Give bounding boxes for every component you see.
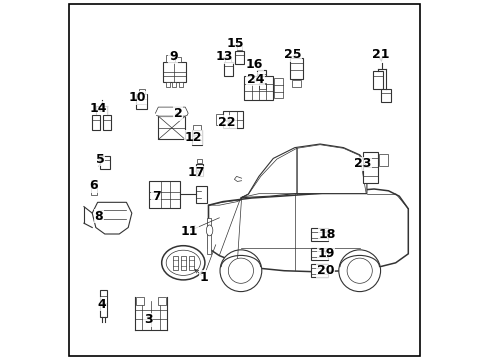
Text: 21: 21 xyxy=(371,48,388,61)
Bar xyxy=(92,115,100,130)
Bar xyxy=(225,57,231,62)
Bar xyxy=(172,82,176,87)
Bar xyxy=(196,159,202,163)
Text: 11: 11 xyxy=(180,225,198,238)
Circle shape xyxy=(346,258,371,283)
Text: 3: 3 xyxy=(143,313,152,326)
Bar xyxy=(310,248,327,260)
Bar xyxy=(136,297,144,305)
Bar xyxy=(149,181,180,208)
Circle shape xyxy=(338,250,380,292)
Text: 10: 10 xyxy=(128,91,146,104)
Bar xyxy=(195,163,203,176)
Bar xyxy=(196,186,206,203)
Bar xyxy=(258,83,265,89)
Bar xyxy=(310,264,327,277)
Bar xyxy=(163,62,185,82)
Ellipse shape xyxy=(206,225,212,236)
Bar xyxy=(178,82,183,87)
Bar xyxy=(216,114,222,125)
Bar xyxy=(274,78,283,98)
Text: 6: 6 xyxy=(89,179,98,192)
Text: 18: 18 xyxy=(318,228,335,240)
Bar xyxy=(363,152,377,183)
Text: 13: 13 xyxy=(216,50,233,63)
Text: 22: 22 xyxy=(218,116,236,129)
Bar xyxy=(290,58,303,79)
Bar xyxy=(103,115,111,130)
Bar xyxy=(206,218,210,254)
Text: 20: 20 xyxy=(316,264,334,277)
Polygon shape xyxy=(241,144,366,198)
Polygon shape xyxy=(92,202,132,234)
Bar xyxy=(172,256,178,270)
Bar xyxy=(165,82,170,87)
Bar xyxy=(292,80,301,87)
Bar xyxy=(380,89,390,102)
Circle shape xyxy=(228,258,253,283)
Text: 25: 25 xyxy=(284,48,301,61)
Bar xyxy=(188,256,194,270)
Polygon shape xyxy=(155,107,188,116)
Text: 24: 24 xyxy=(246,73,264,86)
Text: 15: 15 xyxy=(226,37,244,50)
Text: 7: 7 xyxy=(152,190,161,203)
Bar xyxy=(310,229,327,241)
Bar xyxy=(193,125,200,130)
Text: 19: 19 xyxy=(317,247,334,260)
Text: 4: 4 xyxy=(97,298,106,311)
Text: 9: 9 xyxy=(168,50,177,63)
Bar xyxy=(378,154,387,166)
Text: 12: 12 xyxy=(184,131,202,144)
Bar xyxy=(191,130,202,145)
Text: 8: 8 xyxy=(94,210,103,222)
Bar xyxy=(139,89,145,94)
Bar xyxy=(174,57,181,62)
Text: 23: 23 xyxy=(353,157,370,170)
Bar xyxy=(373,71,383,89)
Bar xyxy=(257,70,266,82)
Bar xyxy=(166,55,175,62)
Ellipse shape xyxy=(162,246,204,280)
Bar xyxy=(158,297,165,305)
Text: 1: 1 xyxy=(199,271,208,284)
Bar xyxy=(180,256,185,270)
Bar xyxy=(136,94,147,109)
Bar xyxy=(224,62,232,76)
Text: 16: 16 xyxy=(245,58,263,71)
Polygon shape xyxy=(208,189,407,272)
Bar xyxy=(100,156,110,169)
Bar xyxy=(100,290,107,317)
Text: 2: 2 xyxy=(174,107,182,120)
Text: 14: 14 xyxy=(90,102,107,114)
Bar xyxy=(91,180,96,195)
Text: 5: 5 xyxy=(96,153,104,166)
Ellipse shape xyxy=(166,250,200,275)
Text: 17: 17 xyxy=(187,166,204,179)
Circle shape xyxy=(220,250,261,292)
Bar xyxy=(223,111,243,128)
Bar xyxy=(244,76,273,100)
Bar xyxy=(158,116,185,139)
Bar xyxy=(234,51,244,64)
Bar xyxy=(236,46,242,50)
